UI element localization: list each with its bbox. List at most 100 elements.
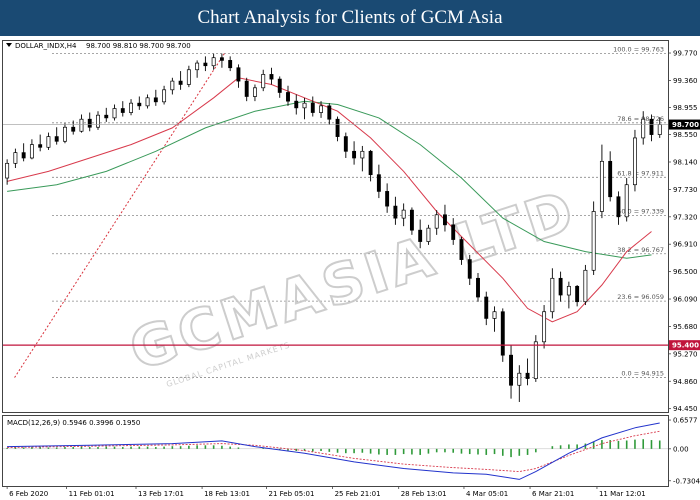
candle-body: [319, 105, 323, 113]
candle-body: [104, 114, 109, 119]
candle-body: [162, 89, 167, 103]
candle-body: [120, 108, 125, 113]
price-tick-label: 99.360: [673, 77, 698, 85]
price-tick-label: 94.860: [673, 378, 698, 386]
price-tick-label: 98.550: [673, 131, 698, 139]
candle-body: [286, 92, 290, 102]
candle-body: [476, 277, 480, 298]
candle-body: [71, 126, 76, 132]
candle-body: [335, 118, 340, 137]
price-tick-label: 97.320: [673, 213, 698, 221]
time-tick-label: 4 Mar 05:01: [466, 490, 508, 498]
support-price-tag: 95.400: [672, 342, 699, 350]
fast-moving-average: [6, 77, 652, 323]
candle-body: [393, 205, 398, 219]
candle-body: [327, 105, 332, 120]
candle-body: [583, 269, 588, 303]
candle-body: [21, 152, 26, 159]
price-tick-label: 98.955: [673, 104, 698, 112]
candle-body: [310, 102, 315, 113]
main-chart-frame: [2, 40, 669, 413]
macd-tick-label: -0.7304: [673, 477, 700, 485]
candle-body: [533, 341, 538, 379]
candle-body: [368, 150, 373, 176]
candle-body: [418, 229, 423, 242]
macd-tick-label: 0.6577: [673, 417, 698, 425]
candle-body: [500, 311, 505, 356]
time-tick-label: 6 Feb 2020: [9, 490, 48, 498]
candle-body: [153, 97, 158, 103]
candle-body: [46, 136, 51, 148]
candle-body: [599, 160, 604, 212]
candle-body: [566, 285, 571, 296]
candle-body: [492, 311, 497, 319]
fib-level-label: 38.2 = 96.767: [617, 246, 664, 254]
fib-level-label: 61.8 = 97.911: [617, 169, 664, 177]
candle-body: [203, 62, 208, 67]
candle-body: [269, 74, 274, 80]
candle-body: [186, 69, 191, 85]
candle-body: [137, 102, 142, 107]
candle-body: [657, 124, 662, 135]
price-tick-label: 94.450: [673, 405, 698, 413]
time-tick-label: 18 Feb 13:01: [204, 490, 250, 498]
overlay: [3, 124, 668, 346]
candle-body: [467, 259, 472, 279]
last-price-tag: 98.700: [672, 121, 699, 129]
time-tick-label: 21 Feb 05:01: [269, 490, 315, 498]
support-price-tag-box: [669, 340, 700, 351]
candle-body: [211, 57, 216, 67]
fib-trend-line: [14, 53, 225, 378]
time-tick-label: 28 Feb 13:01: [401, 490, 447, 498]
candle-body: [228, 60, 233, 69]
candle-body: [649, 118, 654, 135]
candle-body: [277, 78, 282, 93]
price-tick-label: 96.090: [673, 296, 698, 304]
candle-body: [63, 126, 67, 142]
fib-level-label: 0.0 = 94.915: [621, 370, 664, 378]
price-tick-label: 96.500: [673, 268, 698, 276]
candle-body: [525, 372, 530, 379]
candle-body: [558, 277, 563, 296]
candle-body: [343, 136, 348, 152]
fib-grid: 100.0 = 99.763 78.6 = 98.726 61.8 = 97.911…: [14, 46, 668, 378]
time-tick-label: 13 Feb 17:01: [138, 490, 184, 498]
moving-averages: [6, 77, 652, 323]
candle-body: [443, 214, 447, 226]
time-tick-label: 11 Feb 01:01: [69, 490, 115, 498]
candle-body: [608, 160, 613, 198]
price-chart: 100.0 = 99.763 78.6 = 98.726 61.8 = 97.911…: [0, 36, 700, 500]
candle-body: [426, 227, 431, 242]
slow-moving-average: [7, 100, 652, 259]
candle-body: [96, 114, 100, 128]
candle-body: [5, 162, 10, 179]
candle-body: [459, 239, 464, 260]
candle-body: [244, 80, 249, 97]
candle-body: [79, 118, 84, 132]
candle-body: [542, 311, 547, 343]
candle-body: [294, 100, 299, 109]
candle-body: [13, 152, 18, 164]
candle-body: [616, 196, 621, 218]
candle-body: [509, 354, 513, 386]
candle-body: [434, 214, 439, 229]
time-axis: 6 Feb 2020 11 Feb 01:01 13 Feb 17:01 18 Feb…: [6, 486, 646, 498]
symbol-label: DOLLAR_INDX,H4: [15, 42, 77, 50]
candle-body: [38, 144, 43, 148]
fib-level-label: 78.6 = 98.726: [617, 115, 664, 123]
candle-body: [236, 67, 241, 82]
candle-body: [352, 150, 357, 159]
candle-body: [129, 102, 133, 113]
candle-body: [575, 285, 580, 303]
chevron-down-icon[interactable]: [6, 43, 12, 47]
macd-panel-frame: [2, 415, 669, 487]
candle-body: [624, 184, 629, 218]
candle-body: [54, 136, 59, 142]
candle-body: [550, 277, 555, 313]
candle-body: [360, 150, 365, 159]
fib-level-label: 23.6 = 96.059: [617, 293, 664, 301]
candle-body: [112, 108, 117, 119]
price-tick-label: 98.140: [673, 158, 698, 166]
candle-body: [145, 97, 150, 107]
fib-level-label: 50.0 = 97.339: [617, 208, 664, 216]
